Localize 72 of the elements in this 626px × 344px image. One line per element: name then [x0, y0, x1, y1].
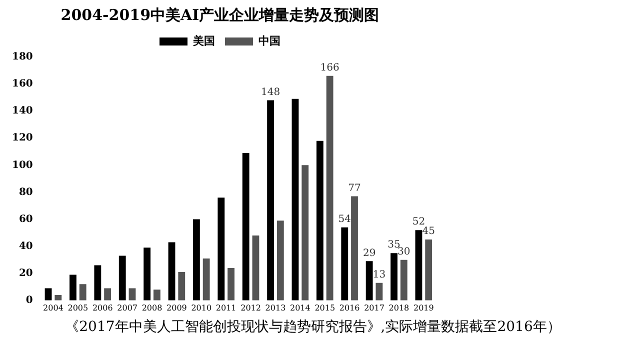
bar [128, 288, 136, 300]
data-label: 54 [338, 214, 351, 225]
x-tick-label: 2010 [191, 303, 212, 312]
data-label: 30 [398, 246, 410, 258]
bar [104, 288, 112, 300]
bar [276, 220, 284, 300]
x-tick-label: 2011 [216, 303, 236, 312]
x-tick-label: 2006 [92, 303, 113, 312]
bar [341, 227, 348, 300]
x-tick-label: 2013 [265, 303, 286, 312]
y-tick-label: 0 [26, 294, 33, 306]
data-label: 148 [260, 86, 280, 98]
y-tick-label: 40 [18, 240, 33, 252]
data-label: 52 [412, 216, 426, 228]
y-tick-label: 180 [12, 52, 33, 63]
bar [144, 248, 151, 300]
bar [316, 140, 324, 300]
legend-label: 中国 [258, 34, 280, 48]
bar [228, 268, 234, 300]
bar [54, 294, 62, 300]
y-tick-label: 160 [12, 78, 33, 90]
bar [79, 284, 86, 300]
x-tick-label: 2012 [240, 303, 261, 312]
bar [202, 258, 210, 300]
legend-label: 美国 [192, 34, 215, 48]
data-label: 35 [388, 240, 400, 251]
bar [390, 253, 398, 300]
x-tick-label: 2017 [364, 303, 384, 312]
bar [302, 165, 309, 300]
text: 《2017年中美人工智能创投现状与趋势研究报告》,实际增量数据截至2016年） [64, 318, 562, 336]
bar [94, 265, 102, 300]
chart-title: 2004-2019中美AI产业企业增量走势及预测图 [60, 6, 380, 25]
bar [415, 230, 422, 300]
bar [252, 235, 260, 300]
bar [292, 98, 299, 300]
bar [193, 219, 200, 300]
y-tick-label: 20 [18, 268, 33, 279]
x-tick-label: 2007 [117, 303, 138, 312]
x-tick-label: 2015 [314, 303, 336, 312]
y-tick-label: 120 [12, 132, 33, 144]
bar [425, 240, 432, 300]
x-tick-label: 2008 [142, 303, 162, 312]
y-tick-label: 80 [18, 186, 33, 198]
bar [44, 288, 52, 300]
bar [70, 274, 76, 300]
data-label: 166 [320, 62, 340, 74]
bar [267, 100, 274, 300]
bar [118, 256, 126, 300]
bar [242, 153, 250, 300]
bar [351, 196, 358, 300]
bar [153, 290, 160, 300]
data-label: 13 [372, 269, 386, 280]
x-tick-label: 2014 [290, 303, 310, 312]
bar [178, 272, 186, 300]
bar [376, 282, 383, 300]
x-tick-label: 2005 [68, 303, 88, 312]
data-label: 29 [362, 248, 376, 259]
data-label: 45 [422, 226, 435, 238]
x-tick-label: 2018 [388, 303, 410, 312]
x-tick-label: 2016 [339, 303, 360, 312]
x-tick-label: 2019 [413, 303, 434, 312]
bar [168, 242, 176, 300]
y-tick-label: 100 [12, 160, 33, 171]
x-tick-label: 2004 [43, 303, 64, 312]
y-tick-label: 60 [18, 214, 33, 225]
y-tick-label: 140 [12, 106, 33, 117]
bar [218, 198, 225, 300]
data-label: 77 [348, 182, 361, 194]
bar [400, 260, 408, 300]
bar [366, 261, 373, 300]
bar [326, 76, 334, 300]
x-tick-label: 2009 [166, 303, 187, 312]
